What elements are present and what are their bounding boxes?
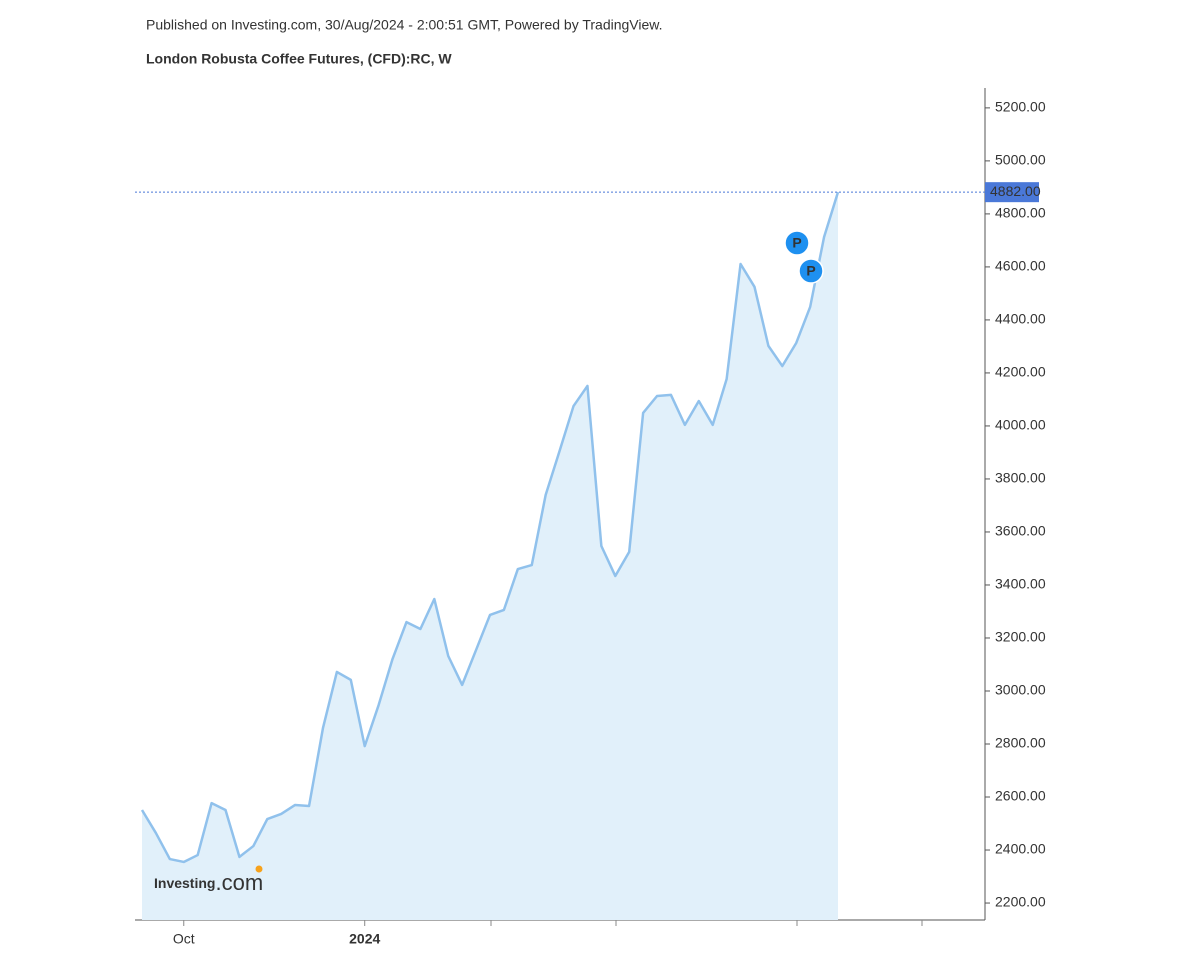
area-fill xyxy=(142,192,838,921)
last-price-label: 4882.00 xyxy=(990,183,1041,199)
y-tick-label: 4200.00 xyxy=(995,364,1046,380)
y-tick-label: 3800.00 xyxy=(995,470,1046,486)
logo: Investing.com xyxy=(154,870,263,895)
y-tick-label: 2200.00 xyxy=(995,894,1046,910)
annotation-marker xyxy=(798,258,824,284)
y-tick-label: 2800.00 xyxy=(995,735,1046,751)
logo-brand: Investing xyxy=(154,875,215,891)
y-tick-label: 5000.00 xyxy=(995,152,1046,168)
logo-dot xyxy=(255,865,263,873)
y-tick-label: 3200.00 xyxy=(995,629,1046,645)
logo-suffix: .com xyxy=(215,870,263,895)
y-tick-label: 2400.00 xyxy=(995,841,1046,857)
last-price-box xyxy=(985,182,1039,203)
annotation-label: P xyxy=(806,263,815,279)
y-tick-label: 3400.00 xyxy=(995,576,1046,592)
y-tick-label: 4000.00 xyxy=(995,417,1046,433)
x-tick-label: Oct xyxy=(173,931,195,947)
annotation-label: P xyxy=(792,235,801,251)
y-tick-label: 3000.00 xyxy=(995,682,1046,698)
line xyxy=(140,191,840,864)
y-tick-label: 4600.00 xyxy=(995,258,1046,274)
annotation-marker xyxy=(784,230,810,256)
x-minor-ticks xyxy=(490,920,923,926)
y-tick-label: 3600.00 xyxy=(995,523,1046,539)
chart-title: London Robusta Coffee Futures, (CFD):RC,… xyxy=(146,51,452,67)
y-tick-label: 2600.00 xyxy=(995,788,1046,804)
y-tick-label: 4400.00 xyxy=(995,311,1046,327)
y-tick-label: 5200.00 xyxy=(995,99,1046,115)
published-note: Published on Investing.com, 30/Aug/2024 … xyxy=(146,17,663,33)
y-tick-label: 4800.00 xyxy=(995,205,1046,221)
x-tick-label: 2024 xyxy=(349,931,380,947)
